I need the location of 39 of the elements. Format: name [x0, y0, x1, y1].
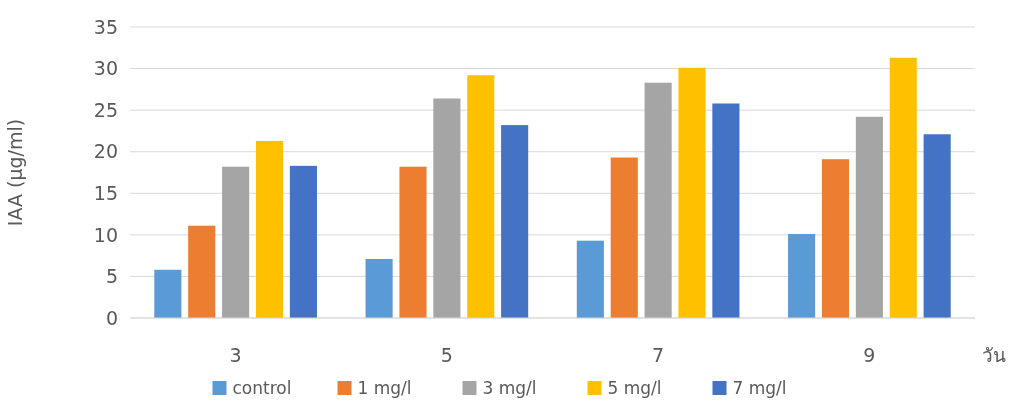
- y-tick-label: 35: [93, 15, 118, 38]
- bar: [154, 269, 182, 318]
- x-tick-label: 5: [440, 343, 453, 366]
- y-tick-label: 0: [105, 306, 118, 329]
- x-tick-label: 7: [652, 343, 665, 366]
- bar: [467, 75, 495, 318]
- y-tick-label: 30: [93, 57, 118, 80]
- legend-label: 7 mg/l: [732, 377, 787, 398]
- bar: [222, 166, 250, 318]
- bar: [365, 258, 393, 318]
- bar: [712, 103, 740, 318]
- bar: [399, 166, 427, 318]
- x-axis-title: วัน: [982, 343, 1006, 366]
- bar: [188, 225, 216, 318]
- bar: [923, 134, 951, 318]
- legend-label: 5 mg/l: [607, 377, 662, 398]
- y-tick-label: 10: [93, 223, 118, 246]
- bar: [889, 57, 917, 318]
- bar: [678, 67, 706, 318]
- bar: [433, 98, 461, 318]
- bar: [788, 234, 816, 318]
- y-axis-title: IAA (µg/ml): [4, 118, 26, 227]
- x-tick-label: 3: [229, 343, 242, 366]
- bar: [289, 165, 317, 318]
- legend-label: 1 mg/l: [357, 377, 412, 398]
- bar: [644, 82, 672, 318]
- bar: [821, 159, 850, 318]
- legend-label: control: [232, 377, 292, 398]
- bar: [255, 140, 284, 318]
- y-tick-label: 5: [105, 265, 118, 288]
- y-tick-label: 15: [93, 181, 118, 204]
- y-tick-label: 25: [93, 98, 118, 121]
- bar: [576, 240, 604, 318]
- y-tick-label: 20: [93, 140, 118, 163]
- bar: [501, 125, 529, 318]
- bar: [855, 116, 883, 318]
- x-tick-label: 9: [863, 343, 876, 366]
- bar: [610, 157, 638, 318]
- legend-label: 3 mg/l: [482, 377, 537, 398]
